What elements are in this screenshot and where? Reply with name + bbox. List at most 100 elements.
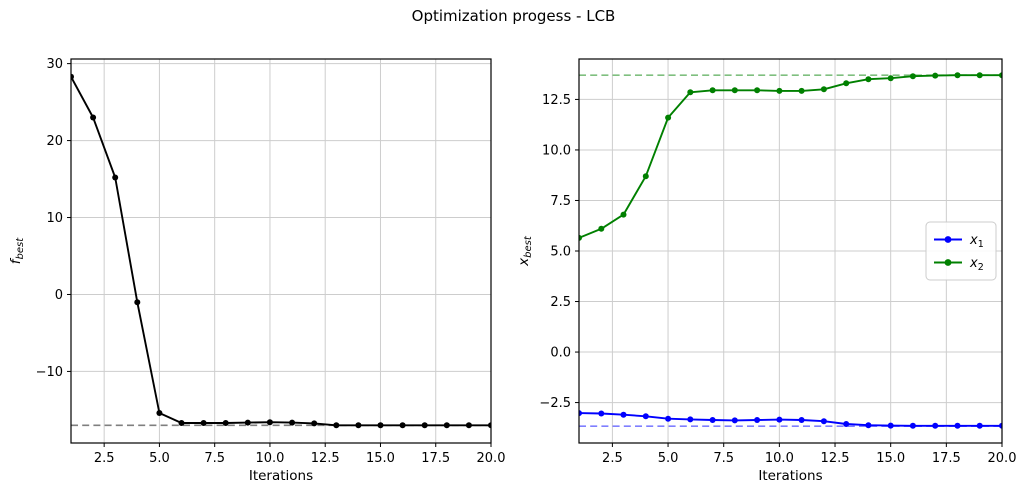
data-point <box>333 422 340 429</box>
data-point <box>731 87 738 94</box>
legend-marker <box>944 259 952 266</box>
data-point <box>999 422 1002 429</box>
data-point <box>798 87 805 94</box>
figure-title: Optimization progess - LCB <box>411 7 616 25</box>
data-point <box>843 421 850 427</box>
x-axis: 2.5 5.0 7.5 10.0 12.5 15.0 17.5 20.0 <box>602 443 1016 466</box>
x-tick-label: 20.0 <box>477 451 506 466</box>
data-point <box>579 234 582 241</box>
data-point <box>443 422 450 429</box>
data-point <box>865 422 872 429</box>
y-axis: −10 0 10 20 30 <box>36 57 71 380</box>
legend-entry: x1 <box>934 233 984 250</box>
xbest-panel: 2.5 5.0 7.5 10.0 12.5 15.0 17.5 20.0 −2.5 0.0 2.5 5… <box>516 58 1016 484</box>
x-tick-label: 2.5 <box>602 451 623 466</box>
legend-label: x1 <box>969 233 984 250</box>
data-point <box>820 418 827 425</box>
legend-label: x2 <box>969 256 984 273</box>
x-tick-label: 5.0 <box>149 451 170 466</box>
data-point <box>112 174 119 181</box>
data-point <box>665 114 672 121</box>
x-tick-label: 12.5 <box>821 451 850 466</box>
x-axis: 2.5 5.0 7.5 10.0 12.5 15.0 17.5 20.0 <box>94 443 506 466</box>
data-point <box>776 416 783 423</box>
data-point <box>598 410 605 417</box>
data-point <box>134 299 141 306</box>
data-point <box>421 422 428 429</box>
x-tick-label: 2.5 <box>94 451 115 466</box>
data-point <box>909 422 916 429</box>
series-line <box>579 74 1002 239</box>
x-tick-label: 10.0 <box>765 451 794 466</box>
data-point <box>156 410 163 416</box>
data-point <box>90 114 97 121</box>
data-point <box>754 87 761 94</box>
data-point <box>887 75 894 82</box>
axes-spines <box>70 58 492 444</box>
data-point <box>954 72 961 79</box>
data-point <box>178 420 185 426</box>
data-point <box>687 416 694 423</box>
y-tick-label: 5.0 <box>550 245 571 260</box>
y-tick-label: 20 <box>46 134 63 149</box>
data-point <box>798 417 805 423</box>
data-point <box>488 422 491 429</box>
legend-marker <box>944 236 952 243</box>
y-axis-label: xbest <box>516 235 534 267</box>
x-tick-label: 7.5 <box>713 451 734 466</box>
x-tick-label: 10.0 <box>255 451 284 466</box>
y-tick-label: −10 <box>36 365 63 380</box>
data-point <box>200 420 207 426</box>
data-point <box>820 86 827 93</box>
y-tick-label: −2.5 <box>539 396 571 411</box>
data-point <box>289 419 296 426</box>
y-tick-label: 2.5 <box>550 295 571 310</box>
data-point <box>731 417 738 424</box>
x-tick-label: 20.0 <box>988 451 1017 466</box>
y-tick-label: 7.5 <box>550 194 571 209</box>
data-point <box>999 72 1002 79</box>
data-point <box>355 422 362 429</box>
data-point <box>665 415 672 422</box>
data-point <box>642 413 649 420</box>
legend-entry: x2 <box>934 256 984 273</box>
y-tick-label: 10.0 <box>542 143 571 158</box>
data-point <box>311 420 318 427</box>
data-point <box>465 422 472 429</box>
x-tick-label: 15.0 <box>876 451 905 466</box>
data-point <box>843 80 850 87</box>
series-line <box>579 412 1002 427</box>
data-point <box>976 72 983 79</box>
data-point <box>909 73 916 80</box>
data-point <box>266 419 273 426</box>
x-tick-label: 15.0 <box>366 451 395 466</box>
data-point <box>244 419 251 426</box>
y-tick-label: 10 <box>46 211 63 226</box>
series-f_best <box>71 73 491 429</box>
data-point <box>932 422 939 429</box>
data-point <box>709 417 716 423</box>
data-point <box>776 87 783 94</box>
data-point <box>71 73 74 80</box>
y-axis-label: fbest <box>8 237 26 264</box>
x-axis-label: Iterations <box>249 468 313 484</box>
data-point <box>954 422 961 429</box>
y-tick-label: 0.0 <box>550 346 571 361</box>
y-tick-label: 0 <box>55 288 63 303</box>
legend-box <box>925 221 997 281</box>
y-axis: −2.5 0.0 2.5 5.0 7.5 10.0 12.5 <box>539 93 579 411</box>
x-tick-label: 12.5 <box>311 451 340 466</box>
data-point <box>399 422 406 429</box>
series-line <box>71 76 491 427</box>
data-point <box>887 422 894 429</box>
data-point <box>620 211 627 218</box>
data-point <box>687 89 694 96</box>
data-point <box>598 225 605 232</box>
data-point <box>932 72 939 79</box>
y-tick-label: 30 <box>46 57 63 72</box>
x-tick-label: 5.0 <box>658 451 679 466</box>
x-axis-label: Iterations <box>758 468 822 484</box>
data-point <box>620 411 627 418</box>
